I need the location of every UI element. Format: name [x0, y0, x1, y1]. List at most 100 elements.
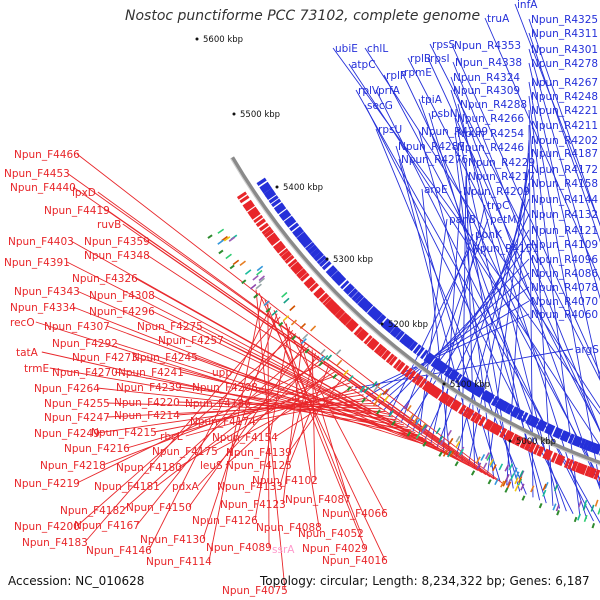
forward-gene-label: lpxD	[72, 187, 96, 199]
forward-gene-arrow	[445, 396, 455, 408]
feature-mark	[376, 392, 383, 400]
feature-mark	[448, 437, 454, 445]
feature-mark	[388, 410, 394, 417]
reverse-gene-arrow	[582, 439, 590, 451]
forward-gene-arrow	[261, 226, 272, 235]
reverse-gene-arrow	[316, 255, 327, 265]
forward-label-leader	[279, 352, 316, 487]
forward-gene-label: Npun_F4150	[126, 502, 192, 514]
genome-backbone-highlight	[230, 158, 600, 466]
feature-mark	[258, 275, 265, 282]
feature-mark	[492, 464, 497, 472]
reverse-gene-arrow	[296, 231, 308, 242]
forward-gene-arrow	[514, 435, 524, 447]
reverse-gene-arrow	[552, 426, 560, 438]
reverse-label-leader	[418, 218, 448, 436]
forward-gene-arrow	[278, 248, 289, 257]
reverse-label-leader	[461, 175, 467, 462]
reverse-gene-arrow	[327, 267, 338, 278]
reverse-gene-label: Npun_R4229	[468, 157, 535, 169]
kbp-tick-dot	[232, 112, 236, 116]
scale-tick	[332, 373, 338, 379]
feature-mark	[475, 456, 481, 464]
reverse-gene-arrow	[289, 222, 300, 232]
feature-mark	[517, 478, 523, 486]
feature-mark	[302, 333, 309, 340]
forward-gene-label: Npun_F4167	[74, 520, 140, 532]
feature-mark	[517, 476, 523, 484]
forward-gene-label: Npun_F4218	[40, 460, 106, 472]
reverse-label-leader	[428, 112, 547, 504]
reverse-gene-arrow	[490, 395, 500, 407]
reverse-gene-label: Npun_R4217	[468, 171, 535, 183]
forward-gene-label: Npun_F4175	[152, 446, 218, 458]
forward-gene-label: Npun_F4066	[322, 508, 388, 520]
forward-gene-arrow	[249, 209, 261, 220]
reverse-gene-arrow	[325, 265, 336, 275]
forward-gene-label: Npun_F4440	[10, 182, 76, 194]
forward-gene-arrow	[499, 427, 508, 439]
forward-gene-label: Npun_F4214	[114, 410, 180, 422]
forward-label-leader	[285, 323, 320, 528]
forward-gene-label: Npun_F4186	[185, 398, 251, 410]
feature-mark	[408, 413, 415, 421]
forward-gene-label: Npun_F4216	[64, 443, 130, 455]
forward-gene-label: Npun_F4089	[206, 542, 272, 554]
forward-gene-label: Npun_F4183	[22, 537, 88, 549]
forward-gene-label: Npun_F4257	[158, 335, 224, 347]
reverse-gene-arrow	[376, 313, 387, 325]
forward-gene-arrow	[327, 301, 339, 313]
feature-mark	[520, 483, 525, 491]
forward-label-leader	[114, 371, 408, 428]
forward-gene-label: Npun_F4016	[322, 555, 388, 567]
forward-gene-arrow	[242, 199, 253, 209]
reverse-gene-arrow	[263, 187, 275, 198]
scale-tick	[207, 234, 213, 239]
reverse-gene-label: trpC	[487, 200, 509, 212]
reverse-gene-arrow	[260, 183, 272, 194]
feature-mark	[263, 300, 270, 307]
forward-gene-label: Npun_F4220	[114, 397, 180, 409]
scale-tick	[218, 249, 224, 255]
feature-mark	[506, 478, 512, 486]
feature-mark	[458, 448, 464, 456]
reverse-gene-label: infA	[517, 0, 538, 11]
reverse-gene-arrow	[430, 357, 440, 368]
feature-mark	[542, 489, 547, 497]
feature-mark	[289, 305, 296, 312]
kbp-tick-label: 5500 kbp	[240, 110, 280, 120]
forward-gene-arrow	[395, 361, 406, 372]
feature-mark	[244, 269, 252, 275]
forward-gene-label: Npun_F4239	[116, 382, 182, 394]
feature-mark	[421, 422, 427, 430]
reverse-gene-label: rplP	[386, 70, 406, 82]
forward-label-leader	[96, 387, 397, 421]
forward-gene-label: Npun_F4181	[94, 481, 160, 493]
forward-gene-arrow	[324, 298, 336, 310]
forward-label-leader	[258, 292, 386, 561]
feature-mark	[290, 319, 298, 326]
forward-gene-arrow	[239, 195, 250, 204]
forward-gene-arrow	[519, 438, 529, 450]
forward-gene-arrow	[418, 378, 428, 389]
reverse-gene-label: panB	[449, 214, 476, 226]
forward-label-leader	[76, 333, 297, 527]
scale-tick	[376, 409, 381, 415]
reverse-gene-arrow	[454, 373, 463, 384]
forward-gene-arrow	[284, 254, 295, 264]
forward-gene-label: Npun_F4123	[220, 499, 286, 511]
forward-gene-label: ruvB	[97, 219, 121, 231]
forward-label-leader	[208, 296, 263, 562]
forward-gene-label: Npun_F4075	[222, 585, 288, 597]
forward-label-leader	[148, 306, 272, 551]
reverse-label-leader	[383, 258, 530, 411]
forward-label-leader	[311, 349, 316, 481]
feature-mark	[508, 463, 514, 471]
reverse-gene-label: Npun_R4211	[531, 120, 598, 132]
reverse-gene-arrow	[268, 195, 279, 204]
forward-gene-label: Npun_F4052	[298, 528, 364, 540]
kbp-tick-label: 5400 kbp	[283, 183, 323, 193]
reverse-gene-label: atpC	[351, 59, 376, 71]
reverse-gene-arrow	[389, 325, 399, 336]
